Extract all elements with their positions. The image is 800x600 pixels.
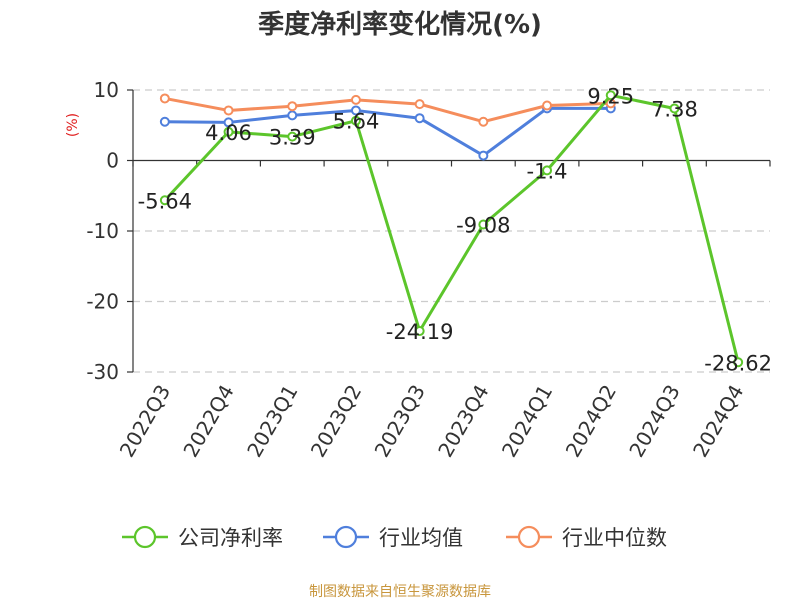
data-label: -28.62	[704, 351, 772, 375]
series-line	[163, 93, 740, 363]
y-tick-label: -20	[86, 290, 119, 314]
series-point	[223, 117, 234, 128]
x-tick-label: 2022Q4	[178, 381, 238, 462]
series-line	[164, 106, 611, 158]
y-tick-label: -30	[86, 360, 119, 384]
y-tick-label: 0	[106, 149, 119, 173]
data-label: 9.25	[587, 84, 634, 108]
series-point	[223, 126, 234, 137]
series-point	[414, 326, 425, 337]
x-tick-label: 2024Q3	[624, 381, 684, 462]
series-point	[159, 116, 170, 127]
legend-item-label[interactable]: 公司净利率	[178, 526, 283, 550]
series-point	[542, 100, 553, 111]
data-label: -9.08	[456, 214, 510, 238]
x-tick-label: 2022Q3	[115, 381, 175, 462]
data-label: -5.64	[138, 189, 192, 213]
data-label: 5.64	[333, 110, 380, 134]
x-tick-label: 2023Q2	[306, 381, 366, 462]
x-tick-label: 2024Q4	[688, 381, 748, 462]
series-point	[478, 150, 489, 161]
series-point	[287, 101, 298, 112]
series-point	[414, 99, 425, 110]
series-point	[478, 219, 489, 230]
series-lines	[159, 90, 744, 368]
y-tick-label: -10	[86, 219, 119, 243]
series-point	[159, 195, 170, 206]
legend-item-label[interactable]: 行业均值	[379, 526, 463, 550]
y-tick-label: 10	[94, 78, 119, 102]
series-point	[414, 113, 425, 124]
legend: 公司净利率 行业均值 行业中位数	[122, 525, 667, 550]
series-point	[350, 105, 361, 116]
series-point	[287, 131, 298, 142]
series-point	[542, 165, 553, 176]
x-tick-label: 2024Q2	[561, 381, 621, 462]
legend-symbol-marker	[133, 525, 157, 549]
data-labels: -5.64 4.06 3.39 5.64 -24.19 -9.08 -1.4 9.25 7.38…	[138, 84, 772, 375]
series-line	[164, 96, 611, 124]
x-tick-label: 2024Q1	[497, 381, 557, 462]
data-label: 3.39	[269, 126, 316, 150]
x-tick-label: 2023Q3	[370, 381, 430, 462]
x-tick-label: 2023Q4	[433, 380, 493, 461]
legend-symbol-marker	[334, 525, 358, 549]
series-point	[669, 103, 680, 114]
x-tick-label: 2023Q1	[242, 381, 302, 462]
series-point	[733, 357, 744, 368]
chart-title: 季度净利率变化情况(%)	[258, 9, 542, 40]
series-point	[350, 115, 361, 126]
data-label: -1.4	[527, 159, 568, 183]
legend-symbol-marker	[517, 525, 541, 549]
data-label: -24.19	[386, 320, 454, 344]
source-note: 制图数据来自恒生聚源数据库	[309, 584, 491, 600]
series-point	[287, 110, 298, 121]
series-point	[605, 90, 616, 101]
y-axis-unit-label: (%)	[65, 113, 81, 137]
series-point	[223, 105, 234, 116]
series-point	[159, 93, 170, 104]
series-point	[478, 116, 489, 127]
series-point	[350, 94, 361, 105]
grid-lines	[133, 89, 770, 373]
data-label: 7.38	[651, 97, 698, 121]
data-label: 4.06	[205, 121, 252, 145]
legend-item-label[interactable]: 行业中位数	[562, 526, 667, 550]
